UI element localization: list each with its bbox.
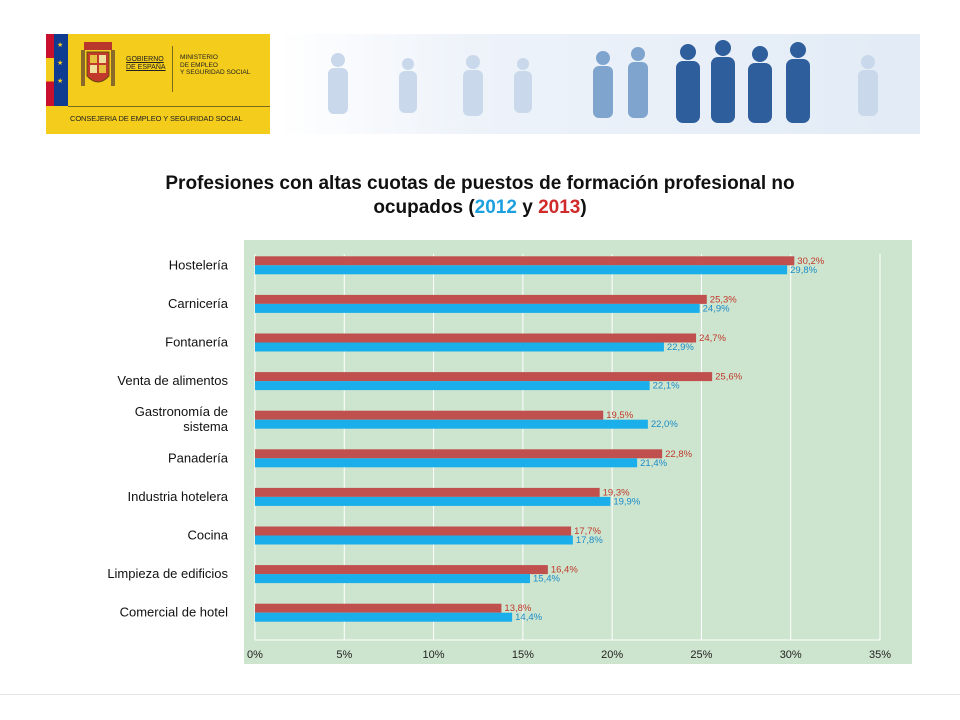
bar-2013 bbox=[255, 449, 663, 459]
category-label: Fontanería bbox=[165, 335, 229, 350]
bar-2012 bbox=[255, 574, 530, 584]
category-label: Cocina bbox=[188, 528, 229, 543]
bar-2013 bbox=[255, 294, 707, 304]
category-label: Gastronomía de sistema bbox=[135, 404, 229, 434]
title-year-2013: 2013 bbox=[538, 197, 581, 218]
x-tick-label: 5% bbox=[336, 649, 352, 661]
x-tick-label: 35% bbox=[869, 649, 891, 661]
eu-flag-icon: ★ ★ ★ bbox=[54, 34, 68, 106]
category-label: Carnicería bbox=[168, 296, 229, 311]
data-label-2013: 24,7% bbox=[699, 333, 726, 344]
ministerio-label: MINISTERIO DE EMPLEO Y SEGURIDAD SOCIAL bbox=[180, 54, 251, 76]
chart-title-line2: ocupados (2012 y 2013) bbox=[60, 196, 900, 220]
data-label-2013: 19,5% bbox=[606, 410, 633, 421]
logo-rule bbox=[68, 106, 270, 107]
data-label-2012: 17,8% bbox=[576, 535, 603, 546]
bar-2013 bbox=[255, 372, 713, 382]
data-label-2013: 16,4% bbox=[551, 565, 578, 576]
data-label-2013: 13,8% bbox=[504, 603, 531, 614]
title-close: ) bbox=[580, 197, 587, 218]
x-tick-label: 30% bbox=[780, 649, 802, 661]
consejeria-label: CONSEJERIA DE EMPLEO Y SEGURIDAD SOCIAL bbox=[70, 114, 243, 123]
gobierno-label: GOBIERNO DE ESPAÑA bbox=[126, 56, 166, 71]
header-banner: ★ ★ ★ GOBIERNO DE ESPAÑA MINISTERIO DE EMP… bbox=[46, 34, 920, 134]
data-label-2012: 22,9% bbox=[667, 342, 694, 353]
data-label-2012: 19,9% bbox=[613, 496, 640, 507]
data-label-2013: 17,7% bbox=[574, 526, 601, 537]
bar-2012 bbox=[255, 612, 513, 622]
title-year-2012: 2012 bbox=[474, 197, 517, 218]
data-label-2012: 22,1% bbox=[653, 381, 680, 392]
people-banner bbox=[278, 34, 920, 134]
spain-flag-icon bbox=[46, 34, 54, 106]
data-label-2012: 14,4% bbox=[515, 612, 542, 623]
data-label-2013: 25,3% bbox=[710, 294, 737, 305]
category-label: Limpieza de edificios bbox=[107, 566, 228, 581]
bar-2012 bbox=[255, 535, 573, 545]
people-silhouettes-icon bbox=[328, 40, 878, 123]
bar-2013 bbox=[255, 410, 604, 420]
bar-2012 bbox=[255, 496, 611, 506]
bar-2013 bbox=[255, 603, 502, 613]
ministry-logo: ★ ★ ★ GOBIERNO DE ESPAÑA MINISTERIO DE EMP… bbox=[46, 34, 270, 134]
data-label-2012: 22,0% bbox=[651, 419, 678, 430]
chart-title-line1: Profesiones con altas cuotas de puestos … bbox=[165, 173, 795, 194]
footer-divider bbox=[0, 694, 960, 695]
bar-2012 bbox=[255, 265, 788, 275]
category-label: Comercial de hotel bbox=[120, 605, 228, 620]
bar-2012 bbox=[255, 342, 664, 352]
coat-of-arms-icon bbox=[81, 42, 115, 86]
x-tick-label: 20% bbox=[601, 649, 623, 661]
bar-2013 bbox=[255, 333, 697, 343]
logo-divider bbox=[172, 46, 173, 92]
data-label-2012: 15,4% bbox=[533, 574, 560, 585]
bar-2013 bbox=[255, 256, 795, 266]
data-label-2012: 29,8% bbox=[790, 265, 817, 276]
title-y: y bbox=[516, 197, 539, 218]
bar-2012 bbox=[255, 419, 648, 429]
category-label: Industria hotelera bbox=[128, 489, 229, 504]
bar-2013 bbox=[255, 565, 548, 575]
x-tick-label: 25% bbox=[690, 649, 712, 661]
data-label-2013: 19,3% bbox=[603, 487, 630, 498]
bar-2012 bbox=[255, 458, 638, 468]
bar-2012 bbox=[255, 303, 700, 313]
data-label-2013: 25,6% bbox=[715, 372, 742, 383]
chart-title: Profesiones con altas cuotas de puestos … bbox=[60, 172, 900, 220]
category-label: Panadería bbox=[168, 450, 229, 465]
data-label-2013: 22,8% bbox=[665, 449, 692, 460]
x-tick-label: 15% bbox=[512, 649, 534, 661]
category-label: Hostelería bbox=[169, 257, 229, 272]
x-tick-label: 0% bbox=[247, 649, 263, 661]
bar-2012 bbox=[255, 381, 650, 391]
bar-2013 bbox=[255, 487, 600, 497]
data-label-2013: 30,2% bbox=[797, 256, 824, 267]
data-label-2012: 21,4% bbox=[640, 458, 667, 469]
category-label: Venta de alimentos bbox=[117, 373, 228, 388]
bar-2013 bbox=[255, 526, 572, 536]
x-tick-label: 10% bbox=[423, 649, 445, 661]
data-label-2012: 24,9% bbox=[703, 303, 730, 314]
title-ocupados: ocupados ( bbox=[373, 197, 475, 218]
